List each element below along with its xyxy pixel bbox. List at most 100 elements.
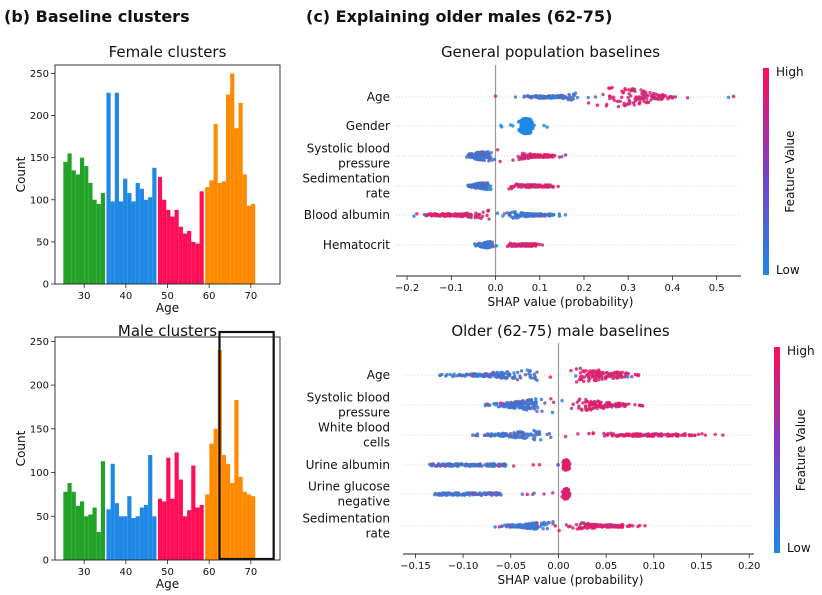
- shap_older_male-shap-point: [597, 378, 601, 382]
- shap_general-xtick-label: −0.2: [395, 283, 419, 294]
- shap_older_male-shap-point: [576, 432, 580, 436]
- shap_general-shap-point: [509, 186, 514, 191]
- shap_general-shap-point: [639, 88, 643, 92]
- shap_general-shap-point: [637, 96, 641, 101]
- shap_older_male-shap-point: [525, 526, 530, 530]
- shap_older_male-xtick-label: 0.05: [595, 561, 617, 572]
- female-bar: [75, 174, 80, 284]
- shap_older_male-shap-point: [526, 403, 530, 407]
- male-bar: [92, 507, 97, 560]
- female-bar: [80, 157, 85, 284]
- shap_general-shap-point: [481, 210, 485, 214]
- shap_older_male-shap-point: [622, 375, 627, 379]
- shap_general-shap-point: [539, 213, 543, 217]
- shap_general-shap-point: [642, 92, 646, 96]
- shap_general-xtick-label: 0.1: [532, 283, 548, 294]
- shap_older_male-shap-point: [560, 399, 564, 403]
- shap_general-shap-point: [649, 98, 653, 102]
- shap_older_male-shap-point: [537, 463, 542, 467]
- shap_older_male-shap-point: [519, 369, 524, 373]
- shap_general-shap-point: [519, 157, 524, 161]
- male-bar: [242, 491, 247, 560]
- shap_older_male-shap-point: [505, 370, 509, 374]
- female-cluster-green: [63, 153, 105, 284]
- shap_older_male-shap-point: [478, 464, 483, 468]
- shap_older_male-shap-point: [666, 432, 671, 437]
- shap_older_male-shap-point: [574, 374, 578, 378]
- male-cluster-pink: [157, 452, 204, 560]
- shap_older_male-shap-point: [635, 373, 640, 377]
- shap_general-shap-point: [412, 214, 416, 218]
- shap_older_male-shap-point: [465, 373, 470, 377]
- female-xtick-label: 40: [119, 291, 132, 302]
- shap_older_male-xtick-label: 0.10: [643, 561, 665, 572]
- shap_older_male-shap-point: [574, 367, 579, 371]
- shap_older_male-shap-point: [496, 492, 500, 496]
- shap_older_male-feature-label: White blood: [318, 421, 390, 435]
- shap_general-shap-point: [621, 90, 625, 95]
- female-bar: [71, 170, 76, 284]
- female-bar: [127, 193, 132, 284]
- shap_older_male-xlabel: SHAP value (probability): [498, 573, 644, 587]
- shap_general-shap-point: [476, 213, 480, 218]
- shap_general-shap-point: [525, 126, 529, 131]
- shap_older_male-shap-point: [591, 431, 596, 436]
- shap_general-shap-point: [514, 182, 518, 187]
- shap_general-shap-point: [535, 242, 539, 246]
- shap_general-colorbar-label: Feature Value: [783, 130, 797, 212]
- female-xtick-label: 60: [203, 291, 216, 302]
- female-ytick-label: 250: [30, 69, 49, 80]
- female-bar: [238, 102, 243, 285]
- female-bar: [166, 209, 171, 284]
- shap_older_male-shap-point: [616, 524, 620, 528]
- shap_older_male-shap-point: [532, 428, 536, 433]
- female-xtick-label: 30: [78, 291, 91, 302]
- shap_older_male-shap-point: [612, 433, 617, 437]
- shap_older_male-shap-point: [577, 525, 582, 530]
- shap_older_male-shap-point: [557, 528, 561, 533]
- shap_general-shap-point: [451, 213, 456, 217]
- shap_older_male-shap-point: [489, 434, 493, 438]
- shap_general-shap-point: [611, 96, 615, 100]
- shap_general-shap-point: [547, 214, 551, 218]
- shap_older_male-shap-point: [524, 522, 529, 527]
- shap_general-shap-point: [455, 213, 459, 217]
- shap_older_male-shap-point: [446, 462, 451, 466]
- shap_general-shap-point: [489, 151, 493, 155]
- shap_general-shap-point: [520, 242, 525, 246]
- shap_general-shap-point: [646, 100, 651, 105]
- shap_older_male-shap-point: [532, 527, 536, 531]
- shap_older_male-shap-point: [490, 492, 495, 496]
- shap_older_male-shap-point: [600, 375, 604, 379]
- shap_general-shap-point: [477, 184, 482, 189]
- shap_older_male-shap-point: [616, 434, 621, 438]
- shap_older_male-shap-point: [473, 372, 478, 376]
- shap_older_male-shap-point: [500, 370, 504, 375]
- shap_older_male-shap-point: [631, 524, 635, 528]
- female-bar: [114, 92, 119, 285]
- male-bar: [148, 455, 153, 560]
- shap_general-shap-point: [642, 89, 646, 93]
- shap_general-shap-point: [544, 184, 549, 189]
- shap_older_male-shap-point: [604, 375, 608, 379]
- shap_general-shap-point: [502, 211, 507, 216]
- shap_older_male-shap-point: [586, 379, 591, 383]
- shap_general-feature-label: Blood albumin: [304, 208, 390, 222]
- shap_general-shap-point: [492, 157, 497, 162]
- shap_older_male-shap-point: [626, 432, 630, 436]
- shap_older_male-shap-point: [452, 374, 456, 378]
- shap_older_male-shap-point: [598, 523, 602, 527]
- male-bar: [131, 518, 136, 560]
- male-bar: [166, 457, 171, 560]
- shap_older_male-shap-point: [551, 400, 556, 405]
- shap_general-colorbar-high: High: [776, 65, 804, 79]
- shap_general-shap-point: [523, 153, 528, 158]
- shap_general-shap-point: [415, 212, 419, 216]
- female-bar: [63, 161, 68, 284]
- shap_older_male-xtick-label: 0.20: [738, 561, 760, 572]
- shap_older_male-shap-point: [551, 522, 555, 526]
- shap_older_male-shap-point: [502, 463, 507, 468]
- shap_older_male-shap-point: [483, 463, 487, 467]
- shap_older_male-shap-point: [669, 433, 673, 437]
